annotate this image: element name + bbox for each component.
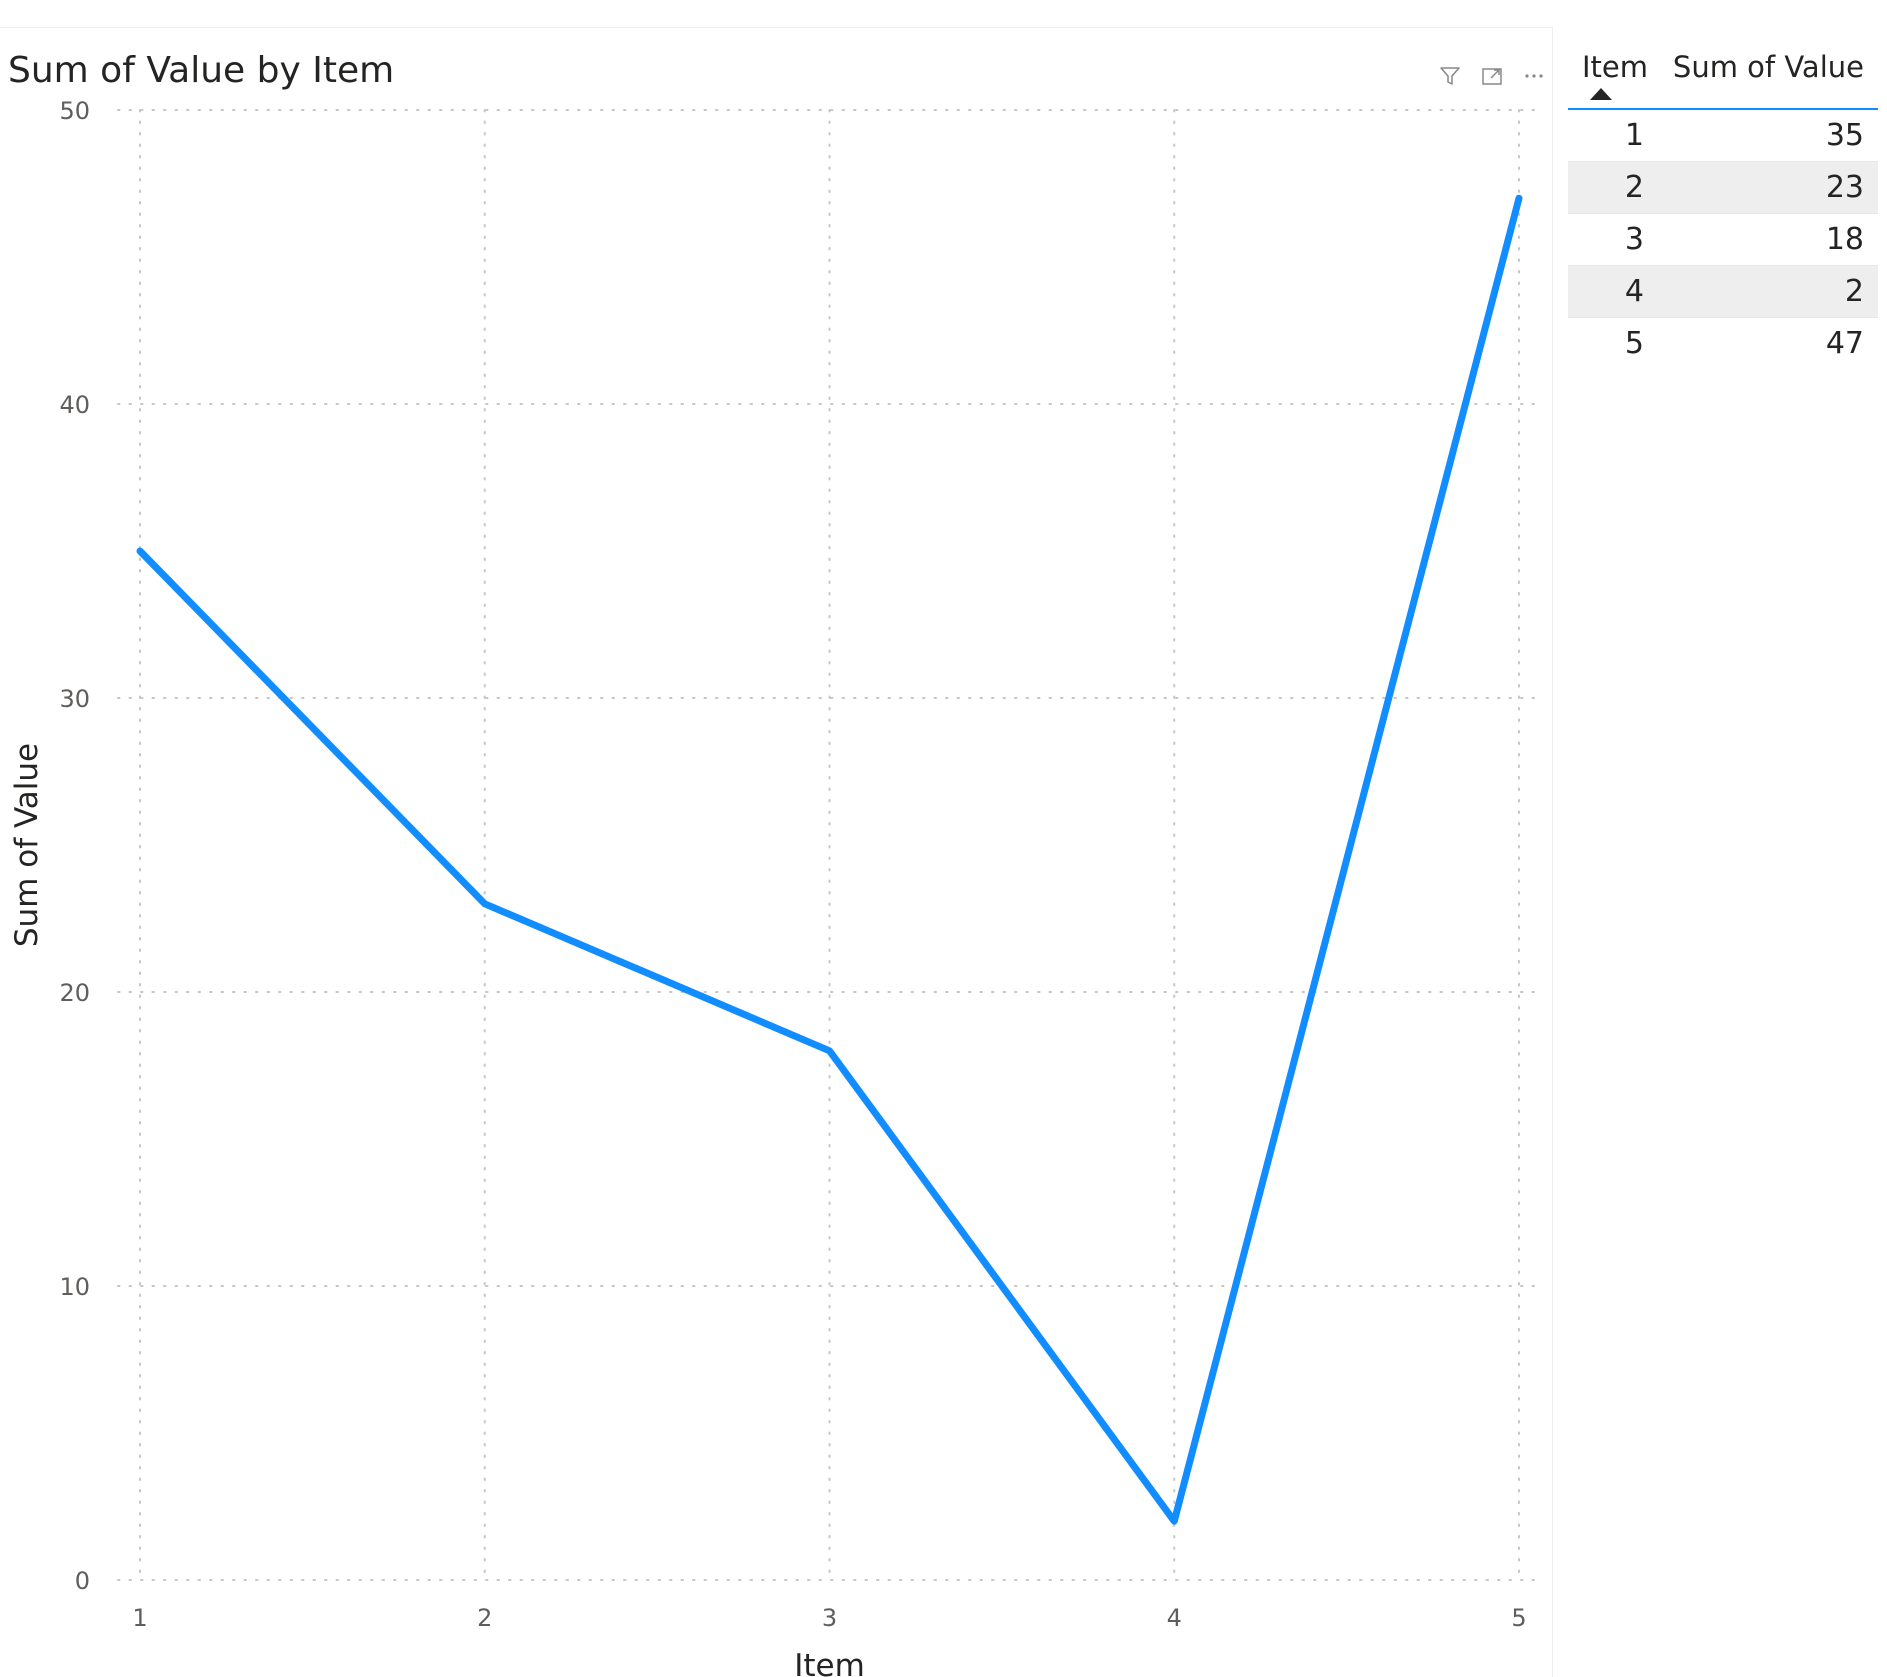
chart-title: Sum of Value by Item bbox=[8, 50, 395, 91]
visual-divider bbox=[1552, 27, 1553, 1677]
table-cell-item: 5 bbox=[1624, 326, 1644, 361]
y-tick-label: 0 bbox=[75, 1567, 90, 1595]
visual-header-icons bbox=[1436, 62, 1548, 90]
table-row: 5 47 bbox=[1568, 318, 1878, 369]
y-tick-label: 50 bbox=[59, 97, 90, 125]
column-header-item[interactable]: Item bbox=[1582, 50, 1649, 84]
x-axis-title: Item bbox=[794, 1648, 865, 1677]
table-cell-value: 2 bbox=[1844, 274, 1864, 309]
y-axis-title: Sum of Value bbox=[9, 743, 45, 947]
x-tick-label: 5 bbox=[1511, 1604, 1526, 1632]
table-cell-value: 47 bbox=[1825, 326, 1864, 361]
filter-icon[interactable] bbox=[1436, 62, 1464, 90]
table-row: 3 18 bbox=[1568, 214, 1878, 266]
table-row: 4 2 bbox=[1568, 266, 1878, 318]
y-tick-label: 10 bbox=[59, 1273, 90, 1301]
table-row: 2 23 bbox=[1568, 162, 1878, 214]
x-tick-label: 3 bbox=[822, 1604, 837, 1632]
table-cell-item: 4 bbox=[1624, 274, 1644, 309]
series-line bbox=[136, 194, 1523, 1525]
y-tick-label: 20 bbox=[59, 979, 90, 1007]
x-tick-label: 1 bbox=[132, 1604, 147, 1632]
table-cell-item: 2 bbox=[1624, 170, 1644, 205]
line-chart: 0 10 20 30 40 50 1 2 3 4 5 Item Sum of Value bbox=[9, 97, 1542, 1677]
table-visual[interactable]: Item Sum of Value 1 35 2 23 3 18 4 2 5 4… bbox=[1568, 40, 1878, 369]
y-tick-label: 40 bbox=[59, 391, 90, 419]
more-options-icon[interactable] bbox=[1520, 62, 1548, 90]
focus-mode-icon[interactable] bbox=[1478, 62, 1506, 90]
table-header: Item Sum of Value bbox=[1568, 40, 1878, 110]
y-tick-label: 30 bbox=[59, 685, 90, 713]
table-cell-value: 35 bbox=[1825, 118, 1864, 153]
column-header-sum-of-value[interactable]: Sum of Value bbox=[1672, 50, 1864, 84]
line-chart-visual[interactable]: 0 10 20 30 40 50 1 2 3 4 5 Item Sum of Value Sum of … bbox=[0, 28, 1552, 1677]
canvas-top-border bbox=[0, 27, 1553, 28]
table-cell-value: 23 bbox=[1825, 170, 1864, 205]
table-row: 1 35 bbox=[1568, 110, 1878, 162]
sort-ascending-icon[interactable] bbox=[1590, 88, 1612, 100]
x-tick-label: 4 bbox=[1167, 1604, 1182, 1632]
table-cell-item: 3 bbox=[1624, 222, 1644, 257]
table-cell-item: 1 bbox=[1624, 118, 1644, 153]
x-tick-label: 2 bbox=[477, 1604, 492, 1632]
table-cell-value: 18 bbox=[1825, 222, 1864, 257]
